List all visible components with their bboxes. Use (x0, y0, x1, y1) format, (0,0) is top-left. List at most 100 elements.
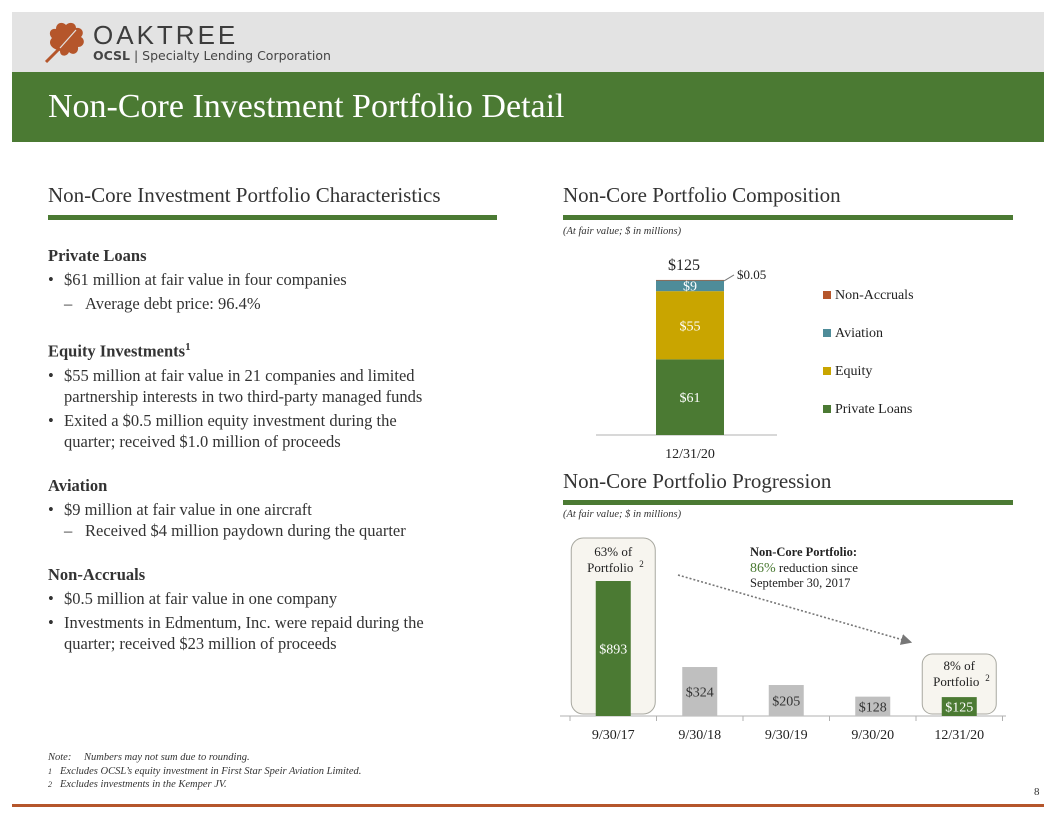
equity-title-sup: 1 (185, 341, 191, 353)
progression-bar-9-30-20 (855, 696, 891, 716)
progression-category-label-9-30-17: 9/30/17 (592, 728, 635, 743)
composition-small-label: $0.05 (737, 267, 766, 282)
callout-first-line-2: Portfolio (587, 560, 633, 575)
progression-bar-label-9-30-20: $128 (859, 700, 887, 715)
legend-swatch-non-accruals (823, 291, 831, 299)
reduction-date: September 30, 2017 (750, 576, 850, 590)
footnote-note-text: Numbers may not sum due to rounding. (84, 752, 250, 763)
composition-bar-label-aviation: $9 (683, 280, 697, 295)
footnote-2-text: Excludes investments in the Kemper JV. (60, 779, 227, 790)
private-loans-sub-1: Average debt price: 96.4% (48, 293, 508, 314)
non-accruals-bullet-1: $0.5 million at fair value in one compan… (48, 588, 508, 609)
composition-heading: Non-Core Portfolio Composition (563, 183, 841, 207)
logo-separator: | (130, 48, 143, 63)
equity-title-text: Equity Investments (48, 341, 186, 361)
logo-company: Specialty Lending Corporation (142, 48, 331, 63)
reduction-arrow (677, 574, 913, 645)
bottom-rule (12, 804, 1044, 807)
footnote-note-label: Note: (48, 752, 72, 763)
private-loans-title: Private Loans (48, 246, 147, 265)
legend-swatch-private-loans (823, 405, 831, 413)
non-accruals-title: Non-Accruals (48, 564, 146, 584)
composition-bar-label-equity: $55 (680, 319, 701, 334)
legend-label-aviation: Aviation (835, 326, 883, 341)
callout-first-line-1: 63% of (594, 544, 633, 559)
private-loans-bullet-1: $61 million at fair value in four compan… (48, 269, 508, 290)
equity-bullet-2-line-2: quarter; received $1.0 million of procee… (64, 431, 341, 451)
progression-rule (563, 500, 1013, 505)
composition-bar-private-loans (656, 359, 724, 435)
logo-subtitle: OCSL | Specialty Lending Corporation (93, 48, 331, 63)
progression-bar-label-9-30-17: $893 (599, 643, 627, 658)
progression-heading: Non-Core Portfolio Progression (563, 469, 832, 493)
progression-category-label-9-30-18: 9/30/18 (678, 728, 721, 743)
equity-title: Equity Investments1 (48, 337, 508, 362)
reduction-pct: 86% (750, 561, 776, 576)
spacer (48, 541, 508, 564)
non-accruals-bullet-2-line-1: Investments in Edmentum, Inc. were repai… (64, 612, 424, 632)
reduction-line: 86% reduction since (750, 560, 858, 576)
oak-leaf-logo-icon (44, 22, 84, 64)
legend-swatch-aviation (823, 329, 831, 337)
spacer (48, 314, 508, 337)
progression-category-label-9-30-20: 9/30/20 (851, 728, 894, 743)
composition-bar-equity (656, 291, 724, 360)
progression-chart: $893 9/30/17 $324 9/30/18 $205 9/30/19 $128 9/3… (560, 537, 1006, 743)
non-accruals-bullet-2: Investments in Edmentum, Inc. were repai… (48, 612, 508, 654)
aviation-bullet-1: $9 million at fair value in one aircraft (48, 499, 508, 520)
legend-label-equity: Equity (835, 364, 872, 379)
aviation-sub-1: Received $4 million paydown during the q… (48, 520, 508, 541)
equity-bullet-1-line-2: partnership interests in two third-party… (64, 386, 423, 406)
progression-bar-label-12-31-20: $125 (945, 701, 973, 716)
equity-bullet-2: Exited a $0.5 million equity investment … (48, 410, 508, 452)
progression-bar-label-9-30-19: $205 (772, 695, 800, 710)
aviation-title: Aviation (48, 475, 108, 495)
characteristics-text: Private Loans $61 million at fair value … (48, 245, 508, 654)
composition-rule (563, 215, 1013, 220)
progression-bar-12-31-20 (941, 697, 977, 716)
callout-last-line-1: 8% of (944, 658, 976, 673)
equity-bullet-1-line-1: $55 million at fair value in 21 companie… (64, 365, 415, 385)
composition-total-label: $125 (668, 257, 700, 274)
callout-last-line-2: Portfolio (933, 674, 979, 689)
page-number: 8 (1034, 786, 1040, 798)
composition-bar-aviation (656, 280, 724, 292)
page-title: Non-Core Investment Portfolio Detail (48, 88, 565, 125)
progression-bar-label-9-30-18: $324 (686, 686, 714, 701)
composition-bar-non-accruals (656, 279, 724, 281)
equity-bullet-1: $55 million at fair value in 21 companie… (48, 365, 508, 407)
composition-category-label: 12/31/20 (665, 447, 715, 462)
callout-first-sup: 2 (639, 559, 644, 569)
footnote-note: Note: Numbers may not sum due to roundin… (48, 751, 361, 765)
footnote-1: 1 Excludes OCSL’s equity investment in F… (48, 765, 361, 779)
progression-bar-9-30-18 (682, 667, 718, 716)
footnote-2-mark: 2 (48, 780, 52, 789)
callout-last-sup: 2 (985, 673, 990, 683)
characteristics-rule (48, 215, 497, 220)
non-accruals-bullet-2-line-2: quarter; received $23 million of proceed… (64, 633, 337, 653)
logo-ticker: OCSL (93, 48, 130, 63)
footnote-2: 2 Excludes investments in the Kemper JV. (48, 778, 361, 792)
legend-label-non-accruals: Non-Accruals (835, 288, 914, 303)
legend-label-private-loans: Private Loans (835, 402, 912, 417)
header-band (12, 12, 1044, 72)
composition-bar-label-private-loans: $61 (680, 391, 701, 406)
legend-swatch-equity (823, 367, 831, 375)
logo-name: OAKTREE (93, 20, 239, 50)
footnote-1-mark: 1 (48, 766, 52, 776)
composition-note: (At fair value; $ in millions) (563, 226, 682, 237)
progression-bar-9-30-17 (595, 581, 631, 716)
reduction-rest: reduction since (776, 560, 859, 575)
progression-note: (At fair value; $ in millions) (563, 509, 682, 520)
spacer (48, 452, 508, 475)
composition-chart: $61 $55 $9 $125 $0.05 12/31/20 Non-Accruals Avi… (596, 257, 914, 462)
title-band (12, 72, 1044, 142)
footnotes: Note: Numbers may not sum due to roundin… (48, 751, 361, 792)
reduction-title: Non-Core Portfolio: (750, 545, 857, 559)
composition-small-label-leader (723, 274, 735, 282)
equity-bullet-2-line-1: Exited a $0.5 million equity investment … (64, 410, 397, 430)
characteristics-heading: Non-Core Investment Portfolio Characteri… (48, 183, 441, 207)
progression-bar-9-30-19 (768, 685, 804, 716)
progression-category-label-12-31-20: 12/31/20 (934, 728, 984, 743)
footnote-1-text: Excludes OCSL’s equity investment in Fir… (60, 765, 362, 777)
